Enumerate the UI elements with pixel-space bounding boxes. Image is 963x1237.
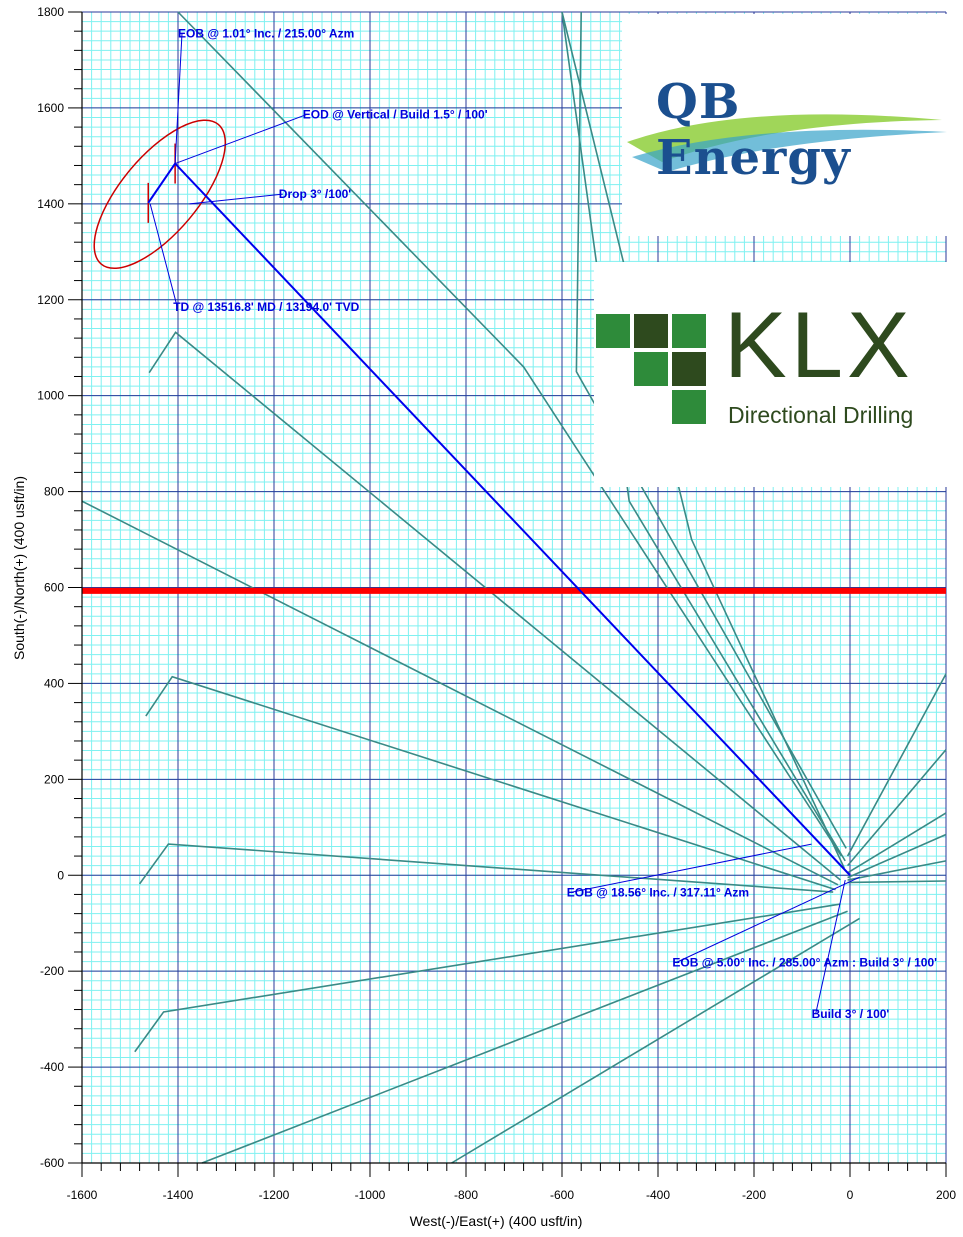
offset-well-path (201, 910, 848, 1164)
klx-block-mark (596, 314, 706, 424)
x-tick-label: -1600 (67, 1188, 98, 1202)
x-tick-label: 200 (936, 1188, 956, 1202)
annotation-leader (189, 193, 283, 205)
y-tick-label: 1600 (37, 101, 64, 115)
x-tick-label: -1400 (163, 1188, 194, 1202)
offset-well-path (451, 917, 861, 1164)
offset-well-path (847, 880, 947, 884)
annotation-leader (174, 113, 307, 165)
y-tick-label: 600 (44, 581, 64, 595)
annotation-label: EOB @ 1.01° Inc. / 215.00° Azm (178, 26, 354, 40)
offset-well-path (561, 11, 845, 869)
qb-swoosh-graphic (627, 114, 947, 172)
annotation-leader (570, 843, 812, 893)
target-ellipse (93, 119, 227, 270)
annotation-leader (149, 203, 178, 307)
annotation-leaders (149, 33, 860, 1015)
annotation-label: EOD @ Vertical / Build 1.5° / 100' (303, 107, 488, 121)
offset-well-path (847, 860, 947, 881)
y-axis-title: South(-)/North(+) (400 usft/in) (11, 476, 27, 660)
klx-wordmark: KLX (724, 292, 914, 397)
offset-well-path (561, 11, 846, 862)
annotation-label: EOB @ 5.00° Inc. / 285.00° Azm : Build 3… (672, 955, 937, 969)
y-tick-label: 1800 (37, 5, 64, 19)
annotation-leader (676, 876, 860, 963)
qb-energy-logo: QB Energy (622, 14, 952, 236)
x-axis-title: West(-)/East(+) (400 usft/in) (410, 1213, 583, 1229)
annotations: EOB @ 1.01° Inc. / 215.00° Azm EOD @ Vert… (173, 26, 937, 1021)
y-tick-label: 0 (57, 868, 64, 882)
x-tick-label: -600 (550, 1188, 574, 1202)
offset-well-path (847, 833, 947, 879)
annotation-label: TD @ 13516.8' MD / 13194.0' TVD (173, 300, 359, 314)
y-tick-label: 1000 (37, 389, 64, 403)
annotation-leader (815, 879, 846, 1015)
y-axis-ticks: -600 -400 -200 0 200 400 600 800 1000 1200 1400 160… (37, 5, 82, 1170)
y-tick-label: 400 (44, 676, 64, 690)
offset-well-path (148, 331, 841, 881)
y-tick-label: -400 (40, 1060, 64, 1074)
klx-subtitle: Directional Drilling (728, 402, 914, 428)
klx-logo: KLX Directional Drilling (594, 262, 963, 487)
offset-well-path (847, 812, 947, 874)
y-tick-label: 800 (44, 485, 64, 499)
x-tick-label: 0 (847, 1188, 854, 1202)
annotation-label: Drop 3° /100' (279, 187, 351, 201)
annotation-label: EOB @ 18.56° Inc. / 317.11° Azm (567, 885, 749, 899)
offset-well-path (575, 11, 847, 849)
y-tick-label: 200 (44, 772, 64, 786)
annotation-leader (174, 33, 183, 164)
y-tick-label: 1200 (37, 293, 64, 307)
x-tick-label: -1000 (355, 1188, 386, 1202)
qb-energy-wordmark: QB Energy (656, 74, 851, 186)
annotation-label: Build 3° / 100' (812, 1007, 890, 1021)
x-tick-label: -200 (742, 1188, 766, 1202)
offset-wells (81, 11, 947, 1164)
offset-well-path (846, 673, 947, 857)
offset-well-path (145, 675, 836, 891)
offset-well-path (134, 903, 841, 1053)
offset-well-path (138, 843, 834, 893)
offset-well-path (846, 749, 947, 867)
y-tick-label: -200 (40, 964, 64, 978)
offset-well-path (81, 500, 839, 886)
offset-well-path (177, 11, 843, 857)
x-tick-label: -1200 (259, 1188, 290, 1202)
x-axis-ticks: -1600 -1400 -1200 -1000 -800 -600 -400 -200 0 200 (67, 1163, 956, 1202)
x-tick-label: -400 (646, 1188, 670, 1202)
y-tick-label: 1400 (37, 197, 64, 211)
x-tick-label: -800 (454, 1188, 478, 1202)
y-tick-label: -600 (40, 1156, 64, 1170)
major-grid (81, 11, 947, 1164)
